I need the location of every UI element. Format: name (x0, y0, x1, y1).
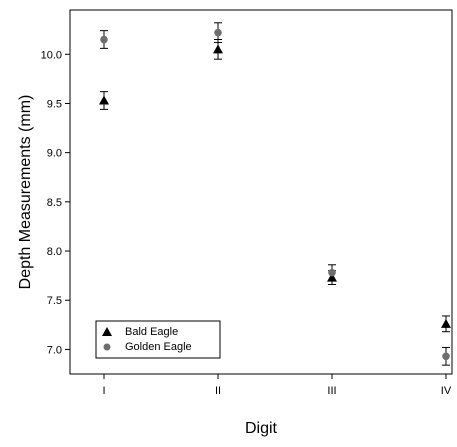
data-point-bald-eagle (99, 95, 109, 105)
y-tick-label: 8.0 (47, 246, 62, 258)
y-tick-label: 10.0 (41, 49, 62, 61)
x-tick-label: IV (441, 385, 452, 397)
legend-label-golden-eagle: Golden Eagle (125, 341, 192, 353)
x-tick-label: II (215, 385, 221, 397)
y-tick-label: 8.5 (47, 197, 62, 209)
data-point-golden-eagle (214, 28, 222, 37)
y-tick-label: 9.5 (47, 98, 62, 110)
y-axis: 7.0 7.5 8.0 8.5 9.0 9.5 10.0 (41, 49, 70, 356)
data-point-golden-eagle (442, 352, 450, 361)
y-tick-label: 9.0 (47, 148, 62, 160)
legend-triangle-icon (102, 327, 112, 336)
y-tick-label: 7.5 (47, 295, 62, 307)
legend-box (95, 320, 221, 359)
legend: Bald Eagle Golden Eagle (95, 320, 221, 359)
x-tick-label: I (102, 385, 105, 397)
data-point-bald-eagle (441, 318, 451, 328)
legend-label-bald-eagle: Bald Eagle (125, 326, 178, 338)
x-axis-title: Digit (245, 420, 278, 437)
plot-frame (69, 9, 453, 375)
y-axis-title: Depth Measurements (mm) (17, 95, 34, 290)
x-axis: I II III IV (102, 374, 452, 397)
data-point-bald-eagle (213, 44, 223, 54)
data-point-bald-eagle (327, 272, 337, 282)
y-tick-label: 7.0 (47, 344, 62, 356)
data-marks (99, 22, 451, 366)
legend-circle-icon (103, 343, 111, 351)
data-point-golden-eagle (100, 35, 108, 44)
data-point-golden-eagle (328, 268, 336, 277)
x-tick-label: III (327, 385, 336, 397)
